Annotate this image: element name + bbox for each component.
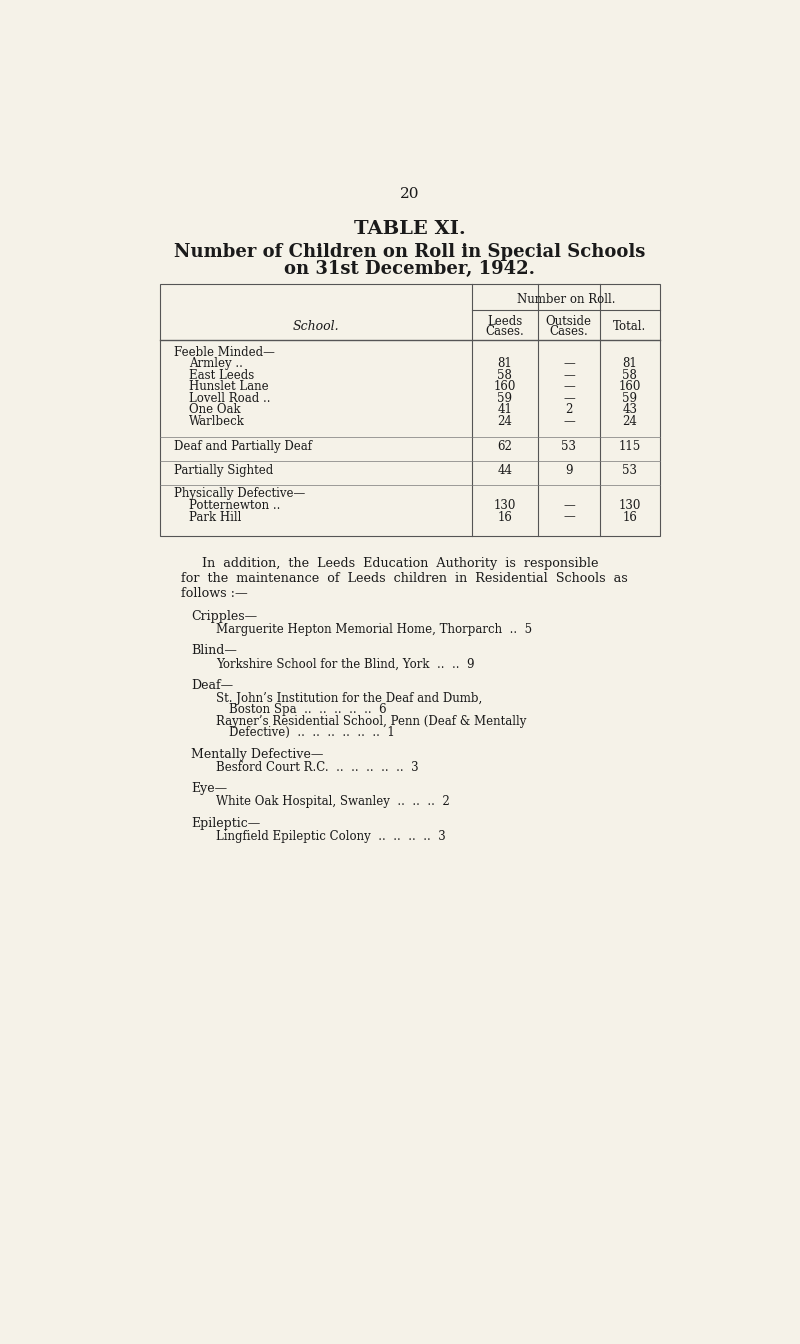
Text: 59: 59	[622, 392, 638, 405]
Text: Number of Children on Roll in Special Schools: Number of Children on Roll in Special Sc…	[174, 243, 646, 261]
Text: White Oak Hospital, Swanley  ..  ..  ..  2: White Oak Hospital, Swanley .. .. .. 2	[216, 796, 450, 809]
Text: 24: 24	[622, 415, 637, 427]
Text: 24: 24	[498, 415, 512, 427]
Text: Potternewton ..: Potternewton ..	[189, 499, 281, 512]
Text: Besford Court R.C.  ..  ..  ..  ..  ..  3: Besford Court R.C. .. .. .. .. .. 3	[216, 761, 419, 774]
Text: Park Hill: Park Hill	[189, 511, 242, 524]
Text: on 31st December, 1942.: on 31st December, 1942.	[285, 261, 535, 278]
Text: 115: 115	[618, 439, 641, 453]
Text: Deaf—: Deaf—	[191, 679, 234, 692]
Text: follows :—: follows :—	[182, 587, 248, 599]
Text: 130: 130	[618, 499, 641, 512]
Text: 81: 81	[498, 358, 512, 371]
Text: —: —	[563, 358, 574, 371]
Text: Boston Spa  ..  ..  ..  ..  ..  6: Boston Spa .. .. .. .. .. 6	[229, 703, 386, 716]
Text: 43: 43	[622, 403, 638, 417]
Text: Outside: Outside	[546, 314, 592, 328]
Text: Deaf and Partially Deaf: Deaf and Partially Deaf	[174, 439, 312, 453]
Text: —: —	[563, 511, 574, 524]
Text: Marguerite Hepton Memorial Home, Thorparch  ..  5: Marguerite Hepton Memorial Home, Thorpar…	[216, 622, 532, 636]
Text: Mentally Defective—: Mentally Defective—	[191, 747, 324, 761]
Text: East Leeds: East Leeds	[189, 368, 254, 382]
Text: 53: 53	[562, 439, 576, 453]
Text: Warlbeck: Warlbeck	[189, 415, 245, 427]
Text: 41: 41	[498, 403, 512, 417]
Text: Cases.: Cases.	[486, 325, 524, 337]
Text: 59: 59	[498, 392, 513, 405]
Text: 130: 130	[494, 499, 516, 512]
Text: TABLE XI.: TABLE XI.	[354, 220, 466, 238]
Bar	[161, 285, 659, 536]
Text: One Oak: One Oak	[189, 403, 241, 417]
Text: 20: 20	[400, 187, 420, 200]
Text: St. John’s Institution for the Deaf and Dumb,: St. John’s Institution for the Deaf and …	[216, 692, 482, 706]
Text: School.: School.	[293, 320, 339, 332]
Text: 58: 58	[622, 368, 637, 382]
Text: In  addition,  the  Leeds  Education  Authority  is  responsible: In addition, the Leeds Education Authori…	[202, 558, 598, 570]
Text: Physically Defective—: Physically Defective—	[174, 488, 305, 500]
Text: 81: 81	[622, 358, 637, 371]
Text: Rayner’s Residential School, Penn (Deaf & Mentally: Rayner’s Residential School, Penn (Deaf …	[216, 715, 526, 728]
Text: Lovell Road ..: Lovell Road ..	[189, 392, 270, 405]
Text: for  the  maintenance  of  Leeds  children  in  Residential  Schools  as: for the maintenance of Leeds children in…	[182, 573, 628, 585]
Text: 44: 44	[498, 464, 513, 477]
Text: Hunslet Lane: Hunslet Lane	[189, 380, 269, 394]
Text: Epileptic—: Epileptic—	[191, 817, 261, 831]
Text: Feeble Minded—: Feeble Minded—	[174, 345, 274, 359]
Text: Number on Roll.: Number on Roll.	[517, 293, 615, 305]
Text: —: —	[563, 368, 574, 382]
Text: 16: 16	[498, 511, 512, 524]
Text: Eye—: Eye—	[191, 782, 227, 796]
Text: Blind—: Blind—	[191, 645, 238, 657]
Text: 16: 16	[622, 511, 637, 524]
Text: Armley ..: Armley ..	[189, 358, 243, 371]
Text: 2: 2	[565, 403, 573, 417]
Text: Total.: Total.	[613, 320, 646, 332]
Text: 53: 53	[622, 464, 638, 477]
Text: Yorkshire School for the Blind, York  ..  ..  9: Yorkshire School for the Blind, York .. …	[216, 657, 474, 671]
Text: —: —	[563, 415, 574, 427]
Text: Leeds: Leeds	[487, 314, 522, 328]
Text: Partially Sighted: Partially Sighted	[174, 464, 273, 477]
Text: Cripples—: Cripples—	[191, 610, 258, 622]
Text: 58: 58	[498, 368, 512, 382]
Text: —: —	[563, 499, 574, 512]
Text: —: —	[563, 380, 574, 394]
Text: 160: 160	[494, 380, 516, 394]
Text: Defective)  ..  ..  ..  ..  ..  ..  1: Defective) .. .. .. .. .. .. 1	[229, 726, 394, 739]
Text: 160: 160	[618, 380, 641, 394]
Text: Lingfield Epileptic Colony  ..  ..  ..  ..  3: Lingfield Epileptic Colony .. .. .. .. 3	[216, 831, 446, 843]
Text: Cases.: Cases.	[550, 325, 588, 337]
Text: —: —	[563, 392, 574, 405]
Text: 62: 62	[498, 439, 512, 453]
Text: 9: 9	[565, 464, 573, 477]
